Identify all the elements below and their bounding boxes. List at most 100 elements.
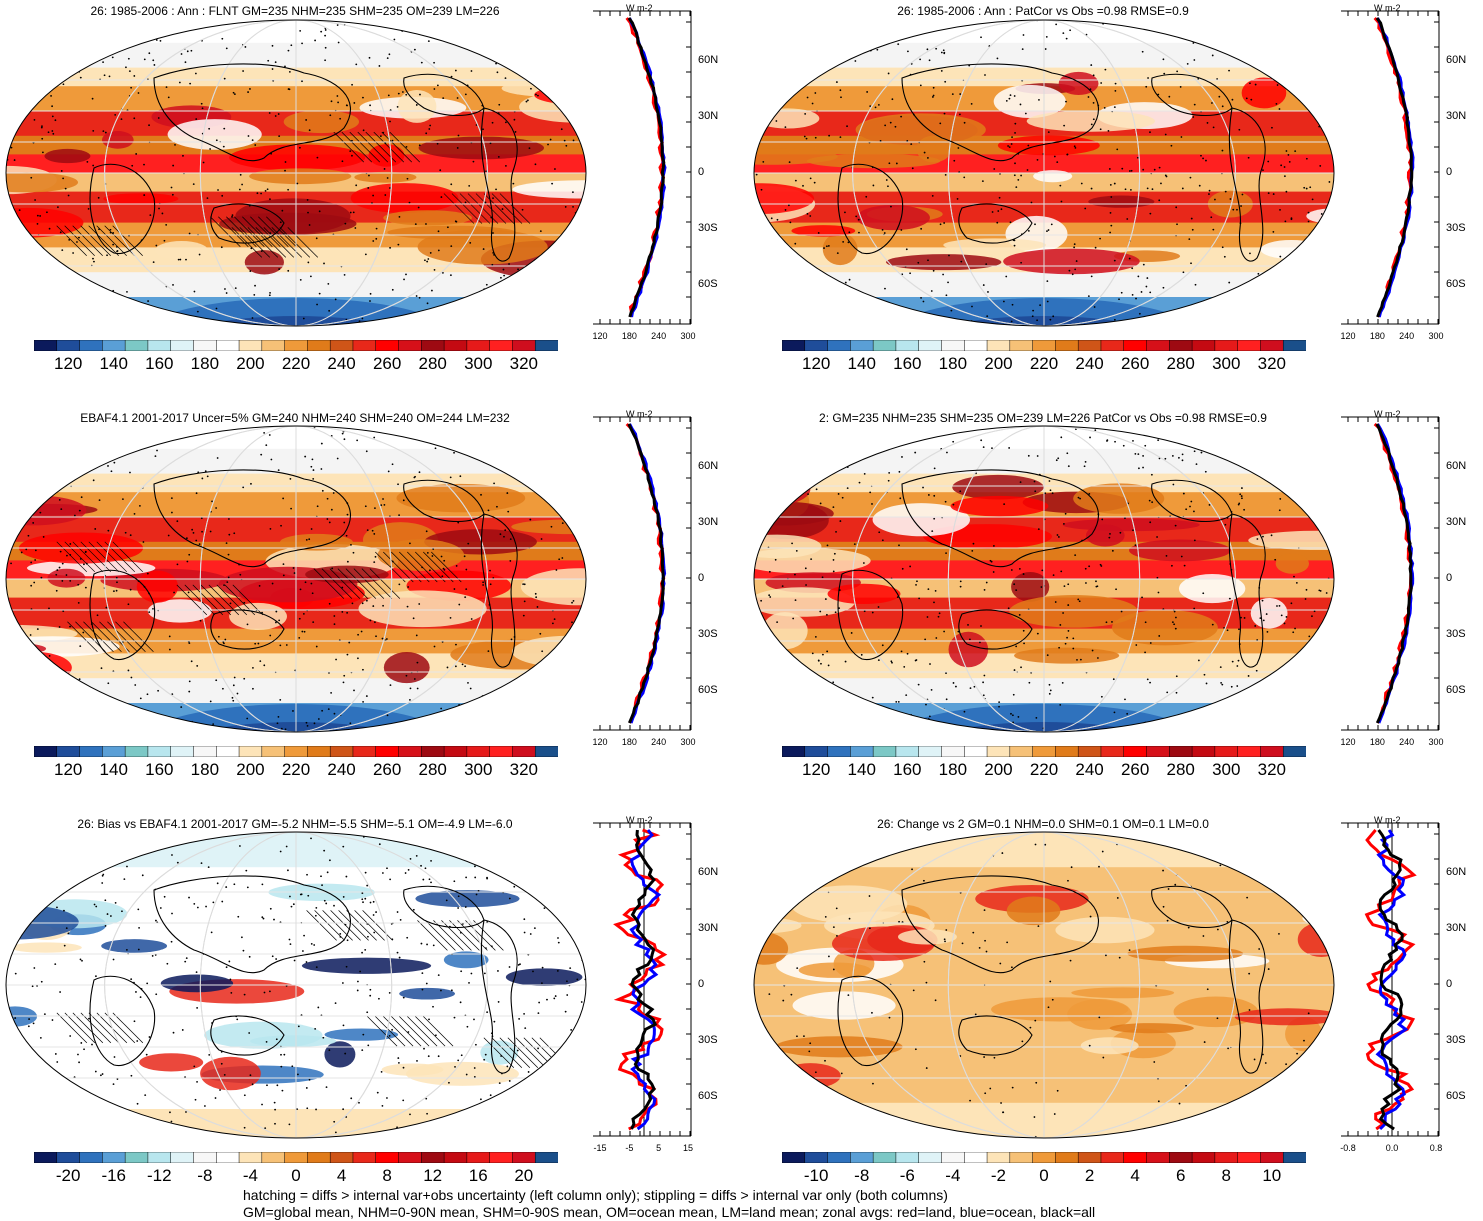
- colorbar-tick-label: 240: [1075, 354, 1104, 373]
- latitude-tick-label: 60S: [1446, 684, 1466, 696]
- colorbar-tick-label: -16: [101, 1166, 127, 1185]
- zonal-line-land: [1364, 829, 1417, 1131]
- footer-line-1: hatching = diffs > internal var+obs unce…: [243, 1187, 948, 1203]
- colorbar-tick-label: 6: [1175, 1166, 1186, 1185]
- colorbar-tick-label: 260: [1120, 760, 1150, 779]
- latitude-tick-label: 30N: [698, 516, 719, 528]
- colorbar-swatch: [79, 746, 104, 757]
- latitude-tick-label: 60N: [1446, 866, 1467, 878]
- colorbar-swatch: [124, 746, 149, 757]
- zonal-unit-label: W m-2: [1374, 409, 1401, 419]
- colorbar-swatch: [193, 1152, 218, 1163]
- zonal-average-plot: [1341, 822, 1440, 1137]
- colorbar-tick-label: 8: [1221, 1166, 1231, 1185]
- map-title: 26: 1985-2006 : Ann : FLNT GM=235 NHM=23…: [90, 4, 500, 18]
- zonal-average-plot: [593, 416, 692, 731]
- zonal-x-tick-label: -5: [625, 1143, 634, 1153]
- colorbar-tick-label: 160: [893, 354, 922, 373]
- colorbar-swatch: [329, 1152, 354, 1163]
- colorbar-swatch: [1100, 1152, 1125, 1163]
- colorbar-swatch: [1214, 340, 1239, 351]
- colorbar-tick-label: 140: [99, 354, 128, 373]
- colorbar-tick-label: 300: [1212, 354, 1241, 373]
- colorbar-swatch: [895, 746, 920, 757]
- colorbar-swatch: [1100, 340, 1125, 351]
- colorbar-swatch: [534, 746, 558, 757]
- colorbar-tick-label: 160: [893, 760, 922, 779]
- zonal-line-all: [627, 17, 666, 318]
- colorbar-swatch: [918, 1152, 943, 1163]
- colorbar-swatch: [512, 746, 536, 757]
- colorbar-tick-label: 220: [1029, 354, 1059, 373]
- colorbar-swatch: [489, 340, 514, 351]
- latitude-tick-label: 60S: [1446, 278, 1466, 290]
- colorbar-tick-label: 180: [190, 354, 220, 373]
- colorbar-swatch: [872, 340, 897, 351]
- map-title: 26: 1985-2006 : Ann : PatCor vs Obs =0.9…: [897, 4, 1189, 18]
- colorbar-swatch: [1282, 1152, 1306, 1163]
- colorbar-tick-label: 180: [938, 354, 968, 373]
- colorbar: [34, 1152, 558, 1163]
- colorbar-tick-label: 16: [468, 1166, 488, 1185]
- colorbar-tick-label: 320: [1257, 354, 1286, 373]
- colorbar-swatch: [124, 1152, 149, 1163]
- colorbar-swatch: [466, 340, 491, 351]
- colorbar-swatch: [147, 1152, 172, 1163]
- colorbar-tick-label: -20: [55, 1166, 81, 1185]
- colorbar-swatch: [466, 1152, 491, 1163]
- colorbar: [782, 1152, 1306, 1163]
- zonal-unit-label: W m-2: [1374, 815, 1401, 825]
- colorbar-swatch: [307, 1152, 331, 1163]
- colorbar-swatch: [489, 1152, 514, 1163]
- colorbar-tick-label: 260: [1120, 354, 1150, 373]
- zonal-x-tick-label: 120: [592, 737, 608, 747]
- colorbar-swatch: [1282, 340, 1306, 351]
- latitude-tick-label: 0: [1446, 166, 1453, 178]
- colorbar-swatch: [34, 1152, 58, 1163]
- colorbar-tick-label: 240: [327, 354, 356, 373]
- colorbar-swatch: [375, 340, 400, 351]
- zonal-x-tick-label: 300: [1428, 331, 1444, 341]
- colorbar-tick-label: -8: [854, 1166, 870, 1185]
- colorbar-swatch: [1077, 746, 1102, 757]
- colorbar-swatch: [986, 746, 1011, 757]
- zonal-line-all: [1375, 17, 1414, 318]
- colorbar-swatch: [895, 340, 920, 351]
- colorbar-tick-label: -8: [197, 1166, 213, 1185]
- colorbar-swatch: [102, 340, 126, 351]
- robinson-map: [753, 831, 1335, 1139]
- colorbar-swatch: [284, 1152, 309, 1163]
- colorbar-swatch: [534, 340, 558, 351]
- colorbar-swatch: [827, 1152, 852, 1163]
- colorbar-swatch: [804, 746, 829, 757]
- colorbar-swatch: [534, 1152, 558, 1163]
- latitude-tick-label: 30S: [698, 628, 718, 640]
- zonal-x-tick-label: 300: [680, 331, 696, 341]
- latitude-tick-label: 30N: [1446, 516, 1467, 528]
- colorbar-swatch: [1055, 1152, 1079, 1163]
- colorbar-swatch: [1191, 746, 1216, 757]
- colorbar-swatch: [79, 340, 104, 351]
- colorbar-swatch: [1237, 1152, 1262, 1163]
- colorbar-swatch: [329, 340, 354, 351]
- colorbar-tick-label: 180: [190, 760, 220, 779]
- colorbar-swatch: [352, 340, 377, 351]
- zonal-x-tick-label: 120: [1340, 331, 1356, 341]
- colorbar-tick-label: 300: [464, 354, 493, 373]
- colorbar-swatch: [895, 1152, 920, 1163]
- zonal-x-tick-label: 300: [680, 737, 696, 747]
- colorbar-swatch: [850, 1152, 874, 1163]
- colorbar-swatch: [193, 746, 218, 757]
- zonal-line-all: [1375, 423, 1413, 724]
- zonal-unit-label: W m-2: [626, 815, 653, 825]
- colorbar-swatch: [261, 1152, 286, 1163]
- colorbar-swatch: [1100, 746, 1125, 757]
- colorbar-swatch: [170, 340, 195, 351]
- colorbar-tick-label: 280: [418, 760, 447, 779]
- footer-line-2: GM=global mean, NHM=0-90N mean, SHM=0-90…: [243, 1204, 1096, 1220]
- colorbar-tick-label: 200: [236, 760, 265, 779]
- latitude-tick-label: 0: [698, 572, 705, 584]
- robinson-map: [5, 831, 587, 1139]
- zonal-x-tick-label: 0.8: [1429, 1143, 1443, 1153]
- colorbar-tick-label: 4: [1130, 1166, 1140, 1185]
